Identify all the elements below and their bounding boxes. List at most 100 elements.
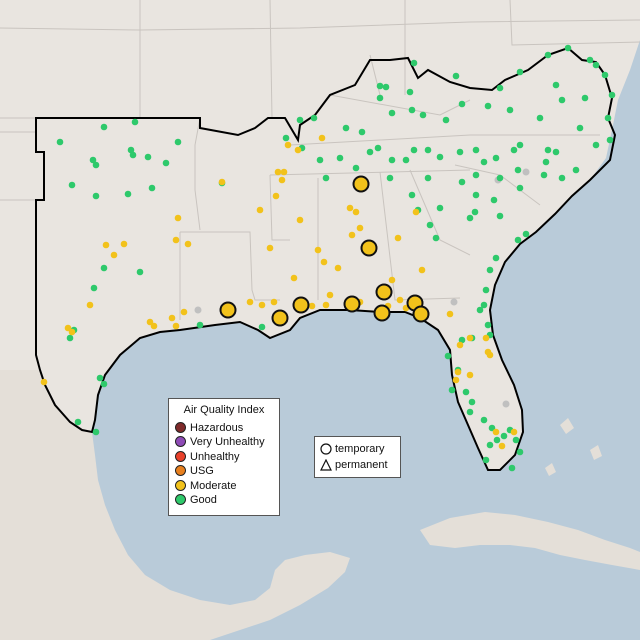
monitor-site-moderate[interactable] <box>466 371 474 379</box>
monitor-site-good[interactable] <box>586 56 594 64</box>
monitor-site-good[interactable] <box>468 398 476 406</box>
monitor-site-moderate[interactable] <box>452 376 460 384</box>
monitor-site-good[interactable] <box>376 82 384 90</box>
monitor-site-moderate[interactable] <box>510 428 518 436</box>
monitor-site-good[interactable] <box>516 68 524 76</box>
monitor-site-moderate[interactable] <box>446 310 454 318</box>
monitor-site-no-data[interactable] <box>450 298 458 306</box>
monitor-site-good[interactable] <box>342 124 350 132</box>
temporary-monitor-moderate[interactable] <box>375 283 393 301</box>
monitor-site-moderate[interactable] <box>314 246 322 254</box>
monitor-site-good[interactable] <box>536 114 544 122</box>
monitor-site-good[interactable] <box>592 141 600 149</box>
monitor-site-good[interactable] <box>376 94 384 102</box>
monitor-site-good[interactable] <box>452 72 460 80</box>
monitor-site-good[interactable] <box>144 153 152 161</box>
monitor-site-moderate[interactable] <box>492 428 500 436</box>
monitor-site-good[interactable] <box>592 61 600 69</box>
monitor-site-good[interactable] <box>544 146 552 154</box>
monitor-site-moderate[interactable] <box>456 341 464 349</box>
monitor-site-moderate[interactable] <box>180 308 188 316</box>
monitor-site-good[interactable] <box>500 432 508 440</box>
monitor-site-good[interactable] <box>56 138 64 146</box>
monitor-site-good[interactable] <box>514 166 522 174</box>
monitor-site-moderate[interactable] <box>266 244 274 252</box>
monitor-site-moderate[interactable] <box>326 291 334 299</box>
monitor-site-good[interactable] <box>516 448 524 456</box>
monitor-site-good[interactable] <box>408 106 416 114</box>
monitor-site-good[interactable] <box>402 156 410 164</box>
monitor-site-moderate[interactable] <box>308 302 316 310</box>
monitor-site-good[interactable] <box>66 334 74 342</box>
monitor-site-good[interactable] <box>484 102 492 110</box>
monitor-site-good[interactable] <box>510 146 518 154</box>
monitor-site-good[interactable] <box>608 91 616 99</box>
monitor-site-good[interactable] <box>480 158 488 166</box>
monitor-site-good[interactable] <box>352 164 360 172</box>
monitor-site-good[interactable] <box>406 88 414 96</box>
monitor-site-good[interactable] <box>552 81 560 89</box>
monitor-site-good[interactable] <box>282 134 290 142</box>
monitor-site-no-data[interactable] <box>502 400 510 408</box>
monitor-site-moderate[interactable] <box>486 351 494 359</box>
monitor-site-good[interactable] <box>482 286 490 294</box>
monitor-site-good[interactable] <box>480 416 488 424</box>
monitor-site-good[interactable] <box>68 181 76 189</box>
monitor-site-good[interactable] <box>386 174 394 182</box>
monitor-site-good[interactable] <box>296 116 304 124</box>
monitor-site-good[interactable] <box>436 204 444 212</box>
monitor-site-moderate[interactable] <box>318 134 326 142</box>
monitor-site-good[interactable] <box>516 141 524 149</box>
monitor-site-good[interactable] <box>514 236 522 244</box>
monitor-site-good[interactable] <box>388 109 396 117</box>
monitor-site-good[interactable] <box>424 146 432 154</box>
monitor-site-moderate[interactable] <box>64 324 72 332</box>
monitor-site-good[interactable] <box>388 156 396 164</box>
monitor-site-good[interactable] <box>486 441 494 449</box>
monitor-site-good[interactable] <box>432 234 440 242</box>
monitor-site-good[interactable] <box>471 208 479 216</box>
monitor-site-good[interactable] <box>358 128 366 136</box>
monitor-site-good[interactable] <box>92 192 100 200</box>
monitor-site-moderate[interactable] <box>68 328 76 336</box>
monitor-site-good[interactable] <box>480 301 488 309</box>
monitor-site-good[interactable] <box>90 284 98 292</box>
monitor-site-good[interactable] <box>581 94 589 102</box>
monitor-site-good[interactable] <box>322 174 330 182</box>
monitor-site-good[interactable] <box>96 374 104 382</box>
monitor-site-good[interactable] <box>148 184 156 192</box>
monitor-site-good[interactable] <box>466 214 474 222</box>
monitor-site-good[interactable] <box>456 148 464 156</box>
monitor-site-good[interactable] <box>92 161 100 169</box>
monitor-site-good[interactable] <box>408 191 416 199</box>
temporary-monitor-moderate[interactable] <box>343 295 361 313</box>
monitor-site-good[interactable] <box>496 212 504 220</box>
temporary-monitor-moderate[interactable] <box>360 239 378 257</box>
monitor-site-good[interactable] <box>484 321 492 329</box>
monitor-site-good[interactable] <box>89 156 97 164</box>
monitor-site-no-data[interactable] <box>522 168 530 176</box>
monitor-site-good[interactable] <box>544 51 552 59</box>
monitor-site-moderate[interactable] <box>394 234 402 242</box>
monitor-site-moderate[interactable] <box>86 301 94 309</box>
monitor-site-good[interactable] <box>512 436 520 444</box>
monitor-site-good[interactable] <box>374 144 382 152</box>
monitor-site-good[interactable] <box>310 114 318 122</box>
monitor-site-good[interactable] <box>448 386 456 394</box>
monitor-site-moderate[interactable] <box>102 241 110 249</box>
temporary-monitor-moderate[interactable] <box>352 175 370 193</box>
monitor-site-moderate[interactable] <box>110 251 118 259</box>
monitor-site-good[interactable] <box>100 380 108 388</box>
monitor-site-good[interactable] <box>542 158 550 166</box>
monitor-site-moderate[interactable] <box>418 266 426 274</box>
monitor-site-moderate[interactable] <box>352 208 360 216</box>
monitor-site-moderate[interactable] <box>320 258 328 266</box>
monitor-site-good[interactable] <box>124 190 132 198</box>
monitor-site-moderate[interactable] <box>466 334 474 342</box>
monitor-site-good[interactable] <box>516 184 524 192</box>
monitor-site-good[interactable] <box>472 191 480 199</box>
monitor-site-moderate[interactable] <box>412 208 420 216</box>
monitor-site-good[interactable] <box>508 464 516 472</box>
